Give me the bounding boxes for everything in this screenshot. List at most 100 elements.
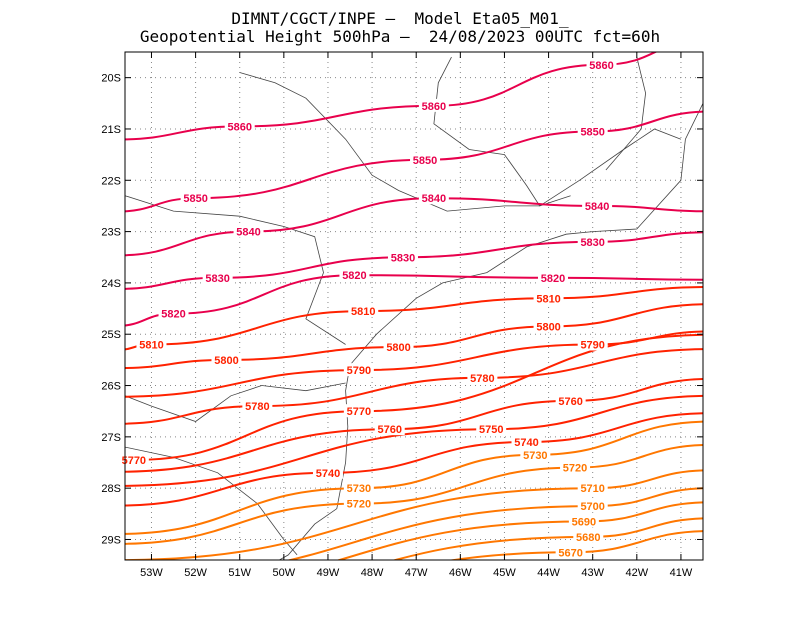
contour-label: 5670 bbox=[558, 547, 582, 559]
contour-label-bg bbox=[568, 514, 599, 528]
contour-label-bg bbox=[533, 291, 564, 305]
lat-tick-label: 21S bbox=[101, 124, 121, 136]
map-title-line2: Geopotential Height 500hPa — 24/08/2023 … bbox=[139, 27, 661, 46]
contour-label-bg bbox=[577, 337, 608, 351]
contour-label: 5700 bbox=[580, 501, 604, 513]
contour-label-bg bbox=[573, 529, 604, 543]
contour-label-bg bbox=[555, 545, 586, 559]
contour-5770 bbox=[125, 333, 703, 463]
contour-label-bg bbox=[233, 224, 264, 238]
contour-label: 5740 bbox=[316, 468, 340, 480]
state-border bbox=[539, 128, 682, 207]
lon-tick-label: 50W bbox=[273, 567, 296, 579]
contour-label-bg bbox=[383, 340, 414, 354]
contour-label: 5770 bbox=[122, 455, 146, 467]
contour-label: 5830 bbox=[205, 273, 229, 285]
contour-5840 bbox=[125, 197, 703, 257]
contour-label: 5690 bbox=[572, 517, 596, 529]
state-border bbox=[239, 72, 540, 212]
contour-label: 5820 bbox=[161, 309, 185, 321]
contour-label-bg bbox=[577, 234, 608, 248]
contour-label-bg bbox=[520, 447, 551, 461]
contour-label: 5850 bbox=[413, 155, 437, 167]
contour-label: 5830 bbox=[580, 237, 604, 249]
contour-label: 5730 bbox=[523, 450, 547, 462]
contour-label: 5720 bbox=[563, 463, 587, 475]
lat-tick-label: 29S bbox=[101, 534, 121, 546]
contour-label: 5780 bbox=[245, 401, 269, 413]
contour-label: 5850 bbox=[580, 127, 604, 139]
contour-label-bg bbox=[374, 422, 405, 436]
contour-label-bg bbox=[348, 304, 379, 318]
map-frame bbox=[124, 51, 704, 561]
lat-tick-label: 22S bbox=[101, 175, 121, 187]
lon-tick-label: 47W bbox=[405, 567, 428, 579]
lon-tick-label: 48W bbox=[361, 567, 384, 579]
state-border bbox=[125, 446, 298, 556]
contour-5680 bbox=[391, 517, 703, 560]
map-title-line1: DIMNT/CGCT/INPE — Model Eta05_M01_ bbox=[231, 9, 569, 28]
contour-label-bg bbox=[467, 370, 498, 384]
contour-label: 5680 bbox=[576, 532, 600, 544]
state-border bbox=[125, 195, 346, 345]
contour-5760 bbox=[125, 378, 703, 473]
contour-label: 5860 bbox=[422, 101, 446, 113]
contour-label: 5850 bbox=[183, 193, 207, 205]
lat-tick-label: 28S bbox=[101, 483, 121, 495]
contour-label-bg bbox=[387, 250, 418, 264]
contour-label-bg bbox=[343, 363, 374, 377]
contour-5710 bbox=[125, 469, 703, 560]
contour-label: 5830 bbox=[391, 252, 415, 264]
contour-label: 5770 bbox=[347, 406, 371, 418]
contour-label-bg bbox=[202, 270, 233, 284]
lon-tick-label: 49W bbox=[317, 567, 340, 579]
contour-label: 5840 bbox=[585, 201, 609, 213]
contour-label: 5800 bbox=[536, 322, 560, 334]
contour-label: 5860 bbox=[589, 60, 613, 72]
contour-5790 bbox=[125, 330, 703, 398]
contour-label-bg bbox=[586, 57, 617, 71]
contour-label: 5710 bbox=[580, 483, 604, 495]
contour-label: 5840 bbox=[236, 227, 260, 239]
lon-tick-label: 45W bbox=[493, 567, 516, 579]
contour-label: 5760 bbox=[558, 396, 582, 408]
contour-5670 bbox=[447, 530, 703, 560]
lon-tick-label: 42W bbox=[626, 567, 649, 579]
lat-tick-label: 25S bbox=[101, 329, 121, 341]
contour-5730 bbox=[125, 420, 703, 535]
contour-label: 5730 bbox=[347, 483, 371, 495]
contour-label: 5810 bbox=[536, 293, 560, 305]
lon-tick-label: 51W bbox=[228, 567, 251, 579]
contour-label: 5820 bbox=[541, 273, 565, 285]
contour-label: 5750 bbox=[479, 424, 503, 436]
contour-label-bg bbox=[560, 460, 591, 474]
contour-label-bg bbox=[339, 268, 370, 282]
contour-label-bg bbox=[312, 465, 343, 479]
state-border bbox=[433, 56, 571, 207]
contour-label-bg bbox=[118, 452, 149, 466]
contour-label-bg bbox=[343, 404, 374, 418]
contour-label-bg bbox=[418, 98, 449, 112]
contour-label-bg bbox=[582, 198, 613, 212]
contour-label-bg bbox=[577, 124, 608, 138]
contour-label-bg bbox=[577, 499, 608, 513]
contour-label-bg bbox=[537, 270, 568, 284]
axis-ticks: 20S 21S 22S 23S 24S 25S 26S 27S 28S 29S 53W 52W 51W 5… bbox=[101, 52, 703, 579]
contour-label-bg bbox=[418, 191, 449, 205]
lon-tick-label: 52W bbox=[184, 567, 207, 579]
contour-5780 bbox=[125, 348, 703, 425]
contour-label-bg bbox=[211, 352, 242, 366]
contour-5810 bbox=[125, 286, 703, 351]
contour-label: 5860 bbox=[227, 121, 251, 133]
contour-5740 bbox=[125, 412, 703, 507]
contour-label-bg bbox=[224, 119, 255, 133]
contour-label: 5840 bbox=[422, 193, 446, 205]
contour-5700 bbox=[285, 487, 703, 560]
contour-label: 5740 bbox=[514, 437, 538, 449]
contour-label: 5760 bbox=[377, 424, 401, 436]
contour-label-bg bbox=[158, 306, 189, 320]
contour-label: 5800 bbox=[214, 355, 238, 367]
contour-label-bg bbox=[555, 393, 586, 407]
contour-label-bg bbox=[343, 481, 374, 495]
